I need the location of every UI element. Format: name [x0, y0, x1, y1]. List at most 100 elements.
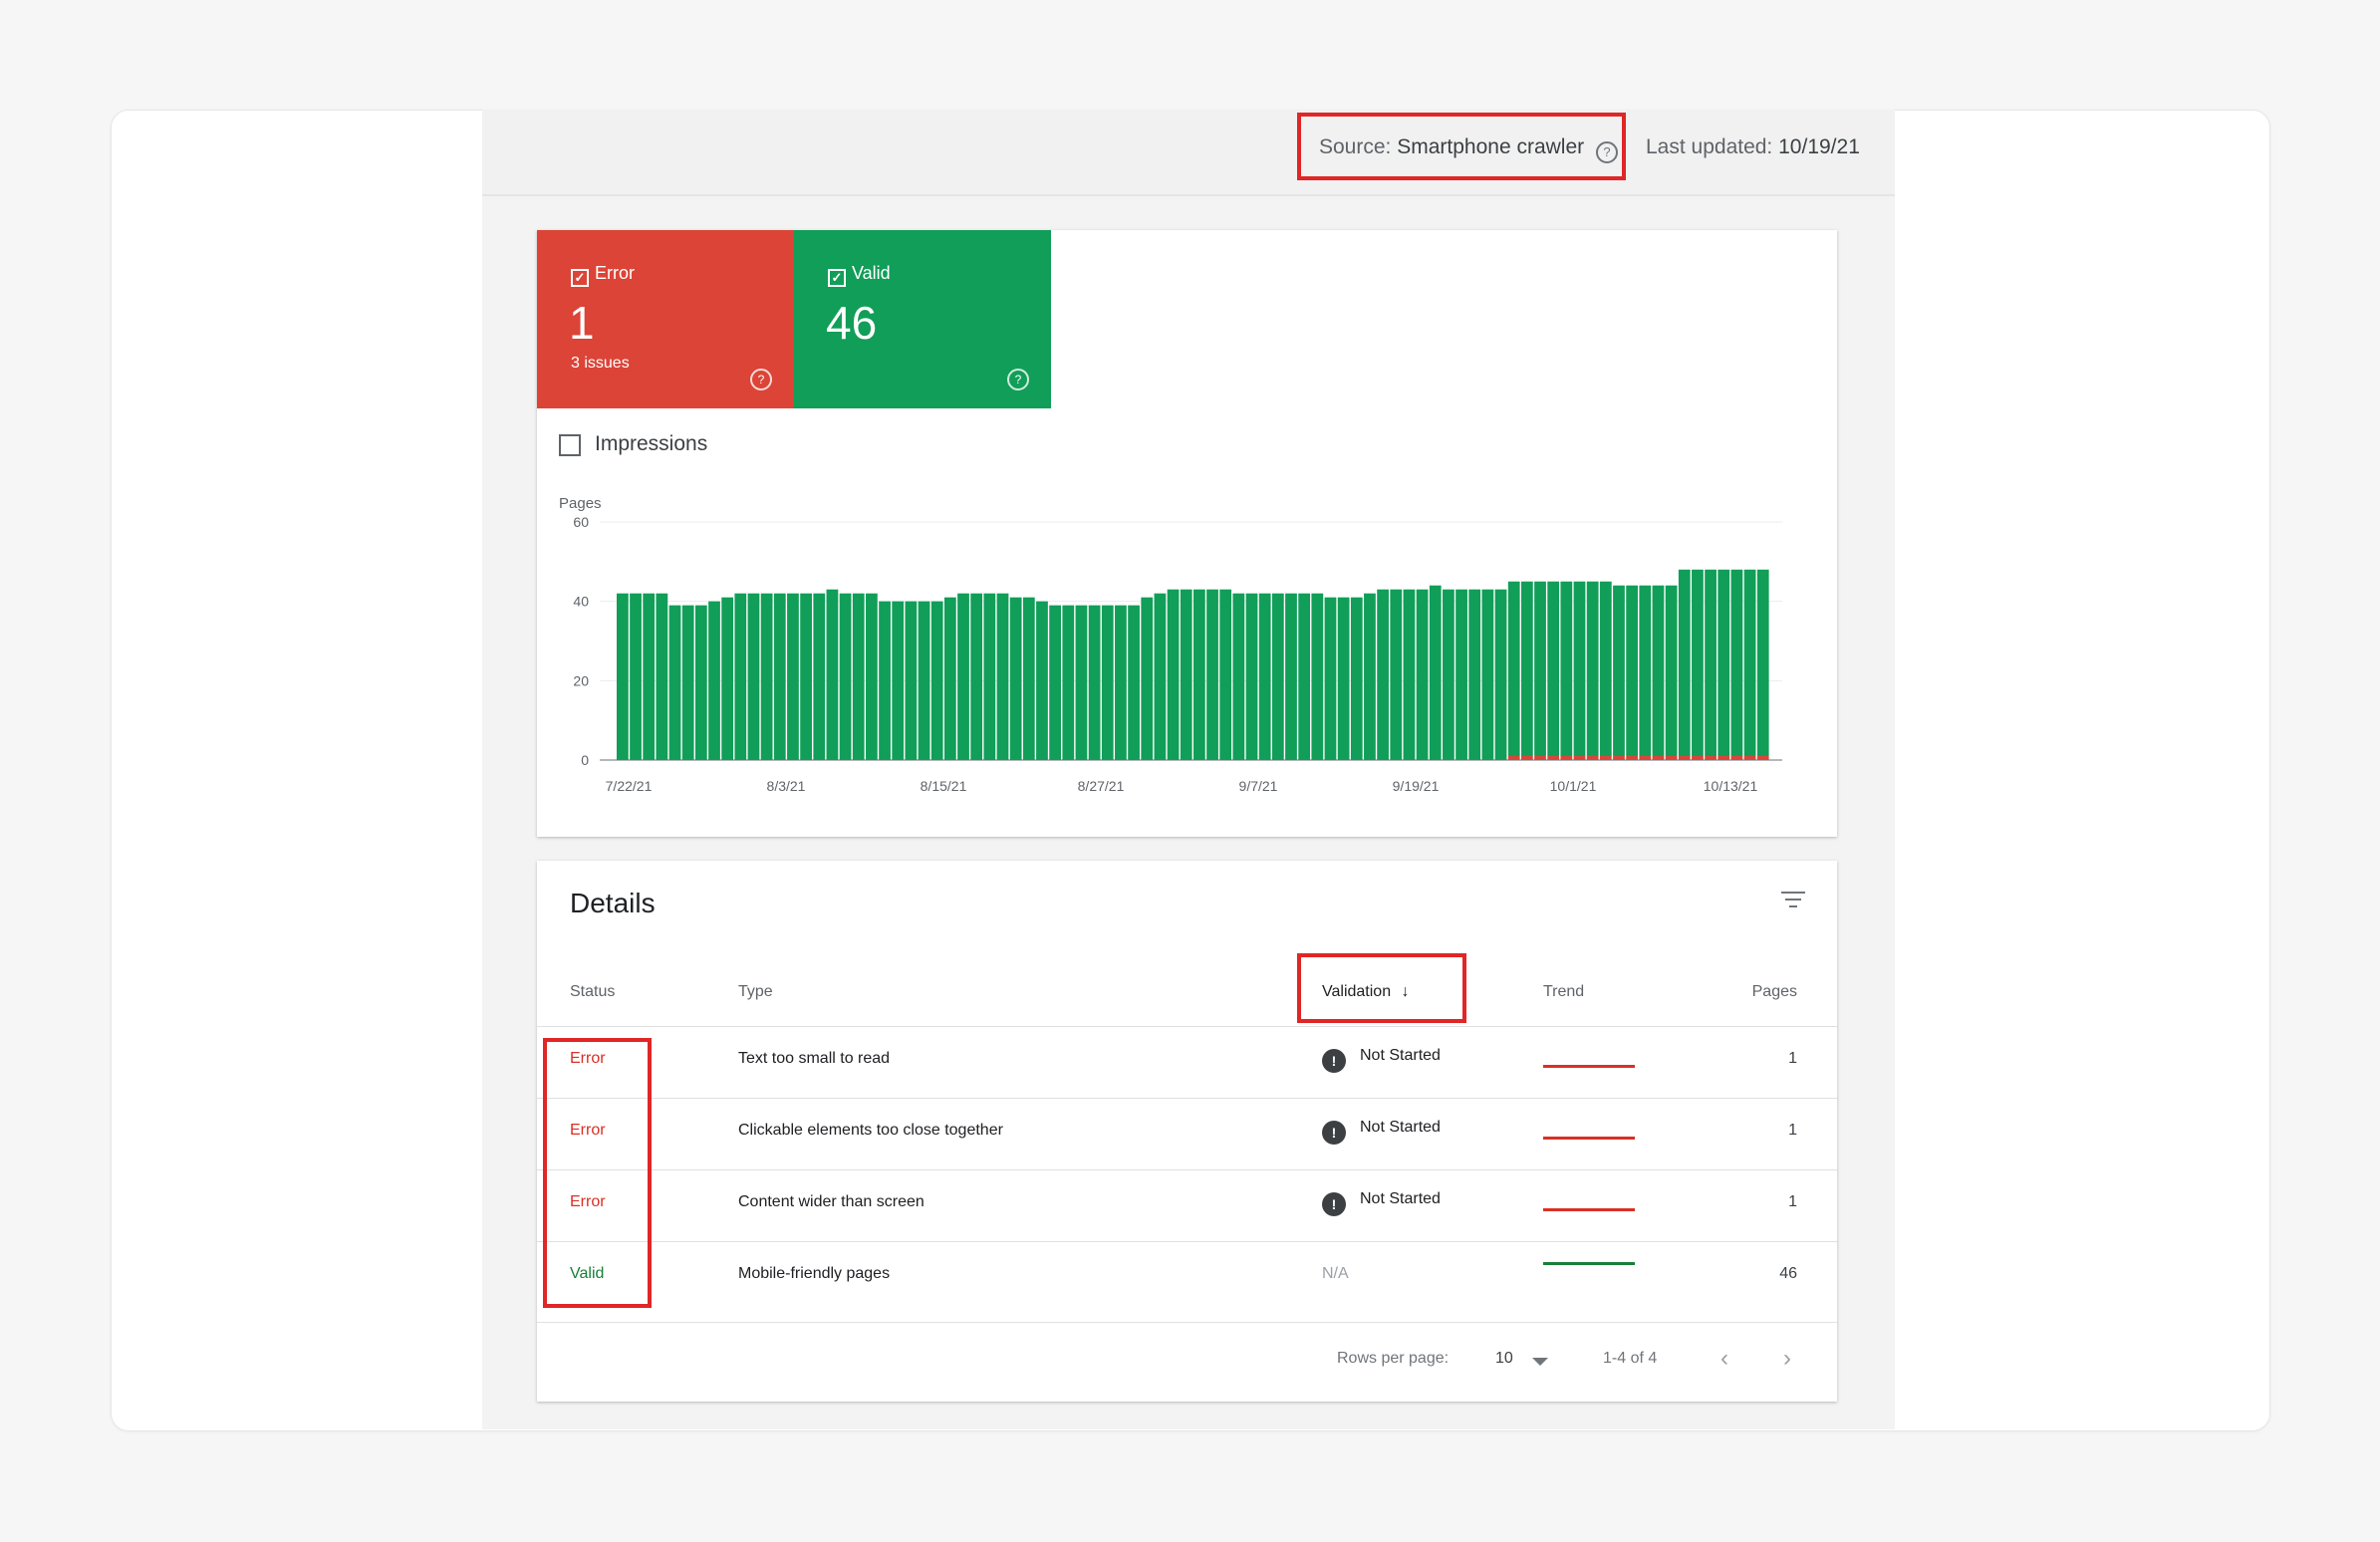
x-tick-label: 10/13/21 [1704, 778, 1758, 794]
chart-bar-error [1639, 756, 1652, 760]
validation-status: Not Started [1360, 1047, 1441, 1064]
chart-bar-error [1678, 756, 1691, 760]
chart-bar-valid [1429, 585, 1442, 760]
table-row[interactable]: Error Text too small to read ! Not Starte… [537, 1026, 1837, 1099]
chart-bar-error [1547, 756, 1560, 760]
chart-bar-valid [1520, 581, 1533, 757]
trend-sparkline [1543, 1262, 1635, 1265]
column-header-type[interactable]: Type [738, 983, 773, 1000]
chart-bar-valid [1167, 589, 1180, 760]
chart-bar-valid [1271, 593, 1284, 760]
chart-bar-valid [1455, 589, 1467, 760]
trend-sparkline [1543, 1137, 1635, 1140]
x-tick-label: 8/27/21 [1078, 778, 1125, 794]
chart-bar-valid [668, 605, 681, 760]
chevron-right-icon[interactable]: › [1783, 1345, 1791, 1372]
chart-bar-error [1613, 756, 1625, 760]
row-type: Content wider than screen [738, 1193, 925, 1210]
status-highlight-box [543, 1038, 652, 1308]
table-row[interactable]: Valid Mobile-friendly pages N/A 46 [537, 1241, 1837, 1314]
chart-bar-valid [760, 593, 773, 760]
x-tick-label: 9/7/21 [1239, 778, 1278, 794]
help-circle-icon[interactable]: ? [750, 369, 772, 390]
error-summary-tile[interactable]: ✓ Error 1 3 issues ? [537, 230, 794, 408]
chart-bar-error [1705, 756, 1717, 760]
chart-bar-valid [617, 593, 629, 760]
valid-summary-tile[interactable]: ✓ Valid 46 ? [794, 230, 1051, 408]
chart-bar-error [1626, 756, 1639, 760]
help-circle-icon[interactable]: ? [1007, 369, 1029, 390]
chart-bar-valid [1756, 569, 1769, 757]
source-info: Source: Smartphone crawler ? [1319, 135, 1618, 163]
chart-bar-valid [1009, 597, 1022, 760]
chart-bar-valid [1062, 605, 1075, 760]
chart-bar-valid [1718, 569, 1730, 757]
chart-bar-valid [734, 593, 747, 760]
help-circle-icon[interactable]: ? [1595, 141, 1618, 163]
table-row[interactable]: Error Clickable elements too close toget… [537, 1098, 1837, 1170]
chart-bar-valid [866, 593, 878, 760]
checkbox-checked-icon: ✓ [828, 269, 846, 287]
checkbox-unchecked-icon[interactable] [559, 434, 581, 456]
table-row[interactable]: Error Content wider than screen ! Not Sta… [537, 1169, 1837, 1242]
chart-bar-valid [708, 601, 720, 760]
chart-bar-valid [1180, 589, 1192, 760]
chart-bar-valid [1626, 585, 1639, 757]
row-validation: ! Not Started [1322, 1047, 1441, 1073]
summary-chart-card: ✓ Error 1 3 issues ? ✓ Valid 46 ? Impressi… [537, 230, 1837, 837]
validation-header-label: Validation [1322, 983, 1392, 1000]
column-header-validation[interactable]: Validation ↓ [1322, 983, 1410, 1001]
alert-icon: ! [1322, 1192, 1346, 1216]
chart-bar-error [1756, 756, 1769, 760]
row-type: Clickable elements too close together [738, 1122, 1003, 1139]
chart-bar-valid [694, 605, 707, 760]
chart-bar-valid [826, 589, 839, 760]
y-tick-label: 20 [573, 672, 589, 688]
chart-bar-valid [656, 593, 668, 760]
validation-status: Not Started [1360, 1119, 1441, 1136]
row-type: Text too small to read [738, 1050, 891, 1067]
dropdown-arrow-icon[interactable] [1532, 1358, 1548, 1366]
chart-bar-valid [681, 605, 694, 760]
chart-bar-valid [1337, 597, 1350, 760]
row-pages: 1 [1788, 1122, 1797, 1139]
chart-bar-valid [879, 601, 891, 760]
filter-icon[interactable] [1781, 892, 1805, 912]
valid-tile-label: ✓ Valid [828, 263, 891, 287]
y-tick-label: 60 [573, 514, 589, 530]
column-header-status[interactable]: Status [570, 983, 616, 1000]
rows-per-page-select[interactable]: 10 [1495, 1350, 1513, 1367]
impressions-toggle[interactable]: Impressions [559, 432, 707, 456]
row-validation: ! Not Started [1322, 1190, 1441, 1216]
chevron-left-icon[interactable]: ‹ [1720, 1345, 1728, 1372]
chart-bar-valid [643, 593, 656, 760]
chart-bar-valid [983, 593, 996, 760]
chart-bar-valid [1219, 589, 1232, 760]
chart-bar-valid [1416, 589, 1429, 760]
chart-bar-valid [813, 593, 826, 760]
chart-bar-valid [1692, 569, 1704, 757]
y-axis-label: Pages [559, 495, 602, 512]
x-tick-label: 7/22/21 [606, 778, 653, 794]
chart-bar-valid [1258, 593, 1271, 760]
chart-bar-valid [1377, 589, 1389, 760]
chart-bar-valid [930, 601, 943, 760]
chart-bar-valid [918, 601, 930, 760]
chart-bar-valid [747, 593, 760, 760]
chart-bar-valid [1730, 569, 1743, 757]
chart-bar-valid [1403, 589, 1416, 760]
chart-bar-error [1692, 756, 1704, 760]
updated-value: 10/19/21 [1778, 135, 1860, 158]
chart-bar-valid [1101, 605, 1114, 760]
impressions-label: Impressions [595, 432, 708, 455]
validation-status: Not Started [1360, 1190, 1441, 1207]
column-header-trend[interactable]: Trend [1543, 983, 1585, 1000]
column-header-pages[interactable]: Pages [1751, 983, 1797, 1000]
error-issues-count: 3 issues [571, 355, 630, 372]
table-pagination: Rows per page: 10 1-4 of 4 ‹ › [537, 1322, 1837, 1403]
validation-highlight-box [1297, 953, 1466, 1023]
updated-label: Last updated: [1646, 135, 1773, 158]
chart-bar-error [1652, 756, 1665, 760]
chart-bar-error [1534, 756, 1546, 760]
alert-icon: ! [1322, 1121, 1346, 1145]
